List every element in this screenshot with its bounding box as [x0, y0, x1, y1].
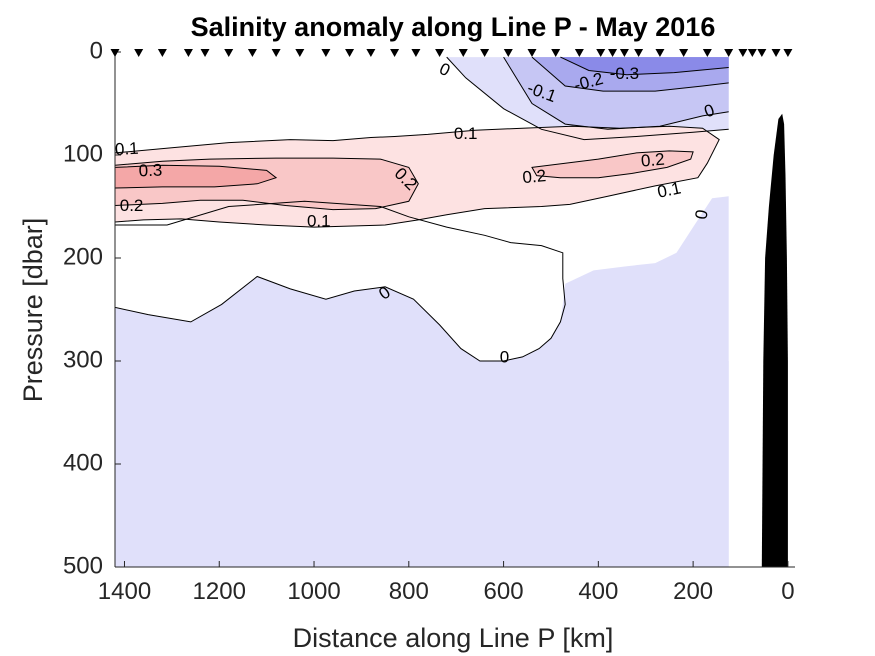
station-marker-4: [200, 49, 210, 57]
station-marker-29: [738, 49, 748, 57]
contour-line-0p1: [115, 125, 720, 228]
station-marker-23: [619, 49, 629, 57]
station-marker-16: [480, 49, 490, 57]
contour-label-5: 0.1: [454, 124, 478, 143]
chart-title: Salinity anomaly along Line P - May 2016: [191, 12, 716, 42]
station-marker-5: [224, 49, 234, 57]
axes: 1400 1200 1000 800 600 400 200 0 0 100 200 300 400 50…: [63, 37, 795, 605]
contour-label-10: 0: [500, 347, 509, 366]
station-marker-30: [747, 49, 757, 57]
y-tick-label-500: 500: [63, 552, 103, 579]
station-marker-6: [247, 49, 257, 57]
station-marker-28: [724, 49, 734, 57]
station-marker-31: [757, 49, 767, 57]
contour-line-0p2: [115, 157, 419, 211]
contour-label-16: -0.3: [610, 64, 639, 83]
contour-label-7: 0.2: [640, 150, 665, 171]
y-tick-label-200: 200: [63, 243, 103, 270]
station-marker-1: [134, 49, 144, 57]
contour-line-neg0p3: [560, 56, 729, 76]
y-axis-label: Pressure [dbar]: [18, 218, 48, 403]
station-marker-10: [345, 49, 355, 57]
station-marker-0: [110, 49, 120, 57]
station-marker-22: [608, 49, 618, 57]
station-marker-25: [655, 49, 665, 57]
station-marker-11: [366, 49, 376, 57]
x-tick-label-1000: 1000: [287, 578, 340, 605]
contour-label-6: 0.2: [522, 166, 547, 187]
contour-label-4: 0.1: [307, 211, 331, 230]
x-tick-label-800: 800: [389, 578, 429, 605]
y-tick-label-400: 400: [63, 449, 103, 476]
contour-label-2: 0.2: [120, 196, 144, 215]
station-marker-26: [679, 49, 689, 57]
fill-surface-negative-03: [560, 57, 729, 75]
x-tick-label-600: 600: [484, 578, 524, 605]
contour-label-8: 0.1: [656, 178, 683, 201]
x-tick-label-200: 200: [673, 578, 713, 605]
station-marker-19: [551, 49, 561, 57]
y-tick-label-0: 0: [90, 37, 103, 64]
contour-line-0-surface: [446, 56, 729, 141]
station-marker-7: [271, 49, 281, 57]
station-marker-20: [574, 49, 584, 57]
anomaly-fills: [115, 52, 788, 567]
x-tick-label-1400: 1400: [98, 578, 151, 605]
x-tick-label-0: 0: [781, 578, 794, 605]
station-marker-13: [411, 49, 421, 57]
station-marker-27: [702, 49, 712, 57]
station-marker-24: [634, 49, 644, 57]
contour-lines: [115, 56, 729, 362]
station-marker-3: [183, 49, 193, 57]
x-tick-label-400: 400: [578, 578, 618, 605]
station-marker-2: [157, 49, 167, 57]
fill-positive-03: [115, 165, 277, 188]
land-profile: [761, 113, 788, 567]
contour-label-11: 0: [691, 208, 711, 221]
station-marker-14: [435, 49, 445, 57]
contour-line-0-deep: [115, 200, 566, 362]
station-marker-21: [596, 49, 606, 57]
contour-line-neg0p1: [503, 56, 729, 130]
station-marker-9: [321, 49, 331, 57]
contour-label-1: 0.3: [138, 161, 162, 181]
fill-positive-02-east: [532, 150, 694, 178]
x-axis-label: Distance along Line P [km]: [293, 623, 614, 653]
station-marker-33: [783, 49, 793, 57]
station-marker-17: [503, 49, 513, 57]
station-marker-32: [771, 49, 781, 57]
contour-line-neg0p2: [531, 56, 729, 92]
station-marker-15: [458, 49, 468, 57]
y-tick-label-100: 100: [63, 140, 103, 167]
station-marker-18: [527, 49, 537, 57]
station-markers: [110, 49, 793, 57]
station-marker-12: [390, 49, 400, 57]
station-marker-8: [295, 49, 305, 57]
contour-line-0p3: [115, 164, 278, 189]
fill-east-deep-negative: [439, 196, 729, 567]
x-tick-label-1200: 1200: [193, 578, 246, 605]
contour-line-0p2-east: [531, 150, 694, 179]
y-tick-label-300: 300: [63, 346, 103, 373]
contour-label-0: 0.1: [114, 139, 139, 159]
